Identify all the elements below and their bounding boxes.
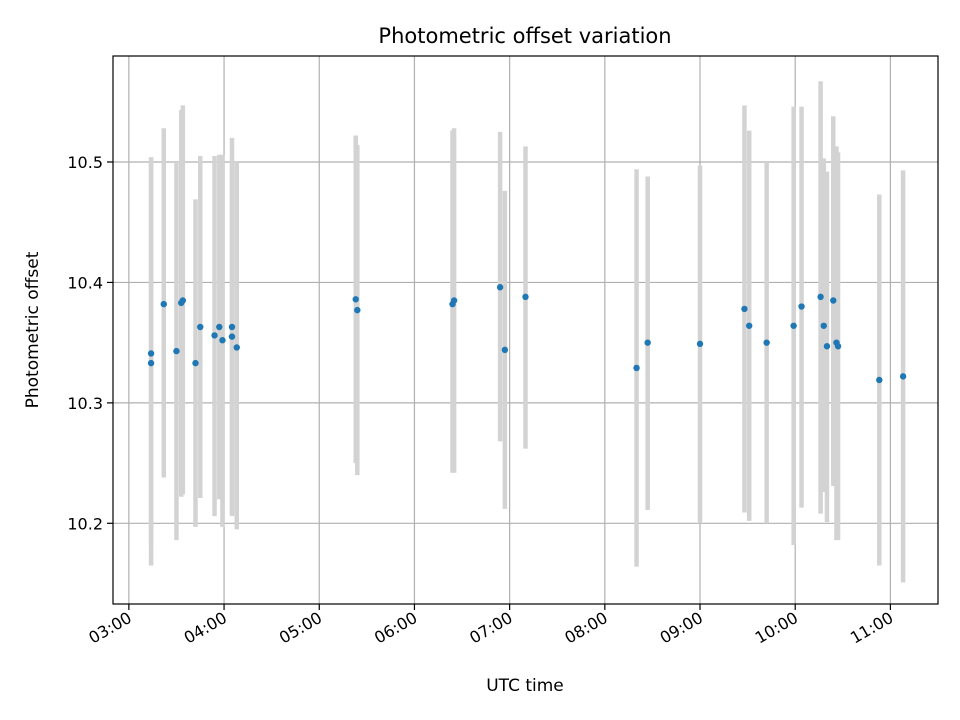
data-point (830, 297, 837, 304)
data-point (741, 305, 748, 313)
data-point (823, 343, 831, 350)
data-point (450, 297, 458, 304)
y-tick-label: 10.4 (67, 273, 103, 292)
data-point (219, 337, 226, 344)
data-point (834, 343, 842, 350)
data-point (197, 323, 204, 331)
data-point (522, 293, 529, 301)
data-point (899, 373, 907, 380)
data-point (211, 332, 218, 339)
data-point (644, 339, 651, 346)
data-point (160, 300, 167, 308)
data-point (179, 297, 187, 304)
data-point (501, 346, 509, 354)
data-point (192, 359, 199, 367)
data-point (233, 344, 240, 351)
y-axis: 10.2 10.3 10.4 10.5 (67, 153, 113, 533)
data-point (496, 284, 504, 291)
data-point (352, 296, 359, 303)
data-point (790, 322, 797, 329)
y-tick-label: 10.5 (67, 153, 103, 172)
data-point (147, 359, 155, 367)
data-point (817, 293, 824, 301)
y-tick-label: 10.3 (67, 394, 103, 413)
data-point (354, 306, 361, 314)
data-point (216, 323, 223, 331)
data-point (763, 339, 770, 346)
data-point (228, 333, 236, 340)
data-point (876, 376, 883, 384)
data-point (696, 340, 704, 348)
data-point (228, 323, 236, 331)
y-tick-label: 10.2 (67, 514, 103, 533)
chart-title: Photometric offset variation (378, 24, 671, 48)
x-axis-label: UTC time (486, 676, 564, 696)
data-point (746, 322, 753, 329)
data-point (147, 350, 155, 357)
data-points (147, 284, 907, 384)
data-point (633, 364, 640, 372)
y-axis-label: Photometric offset (23, 251, 43, 408)
data-point (173, 347, 180, 355)
plot-frame (112, 55, 939, 605)
data-point (820, 322, 827, 329)
data-point (798, 303, 805, 310)
